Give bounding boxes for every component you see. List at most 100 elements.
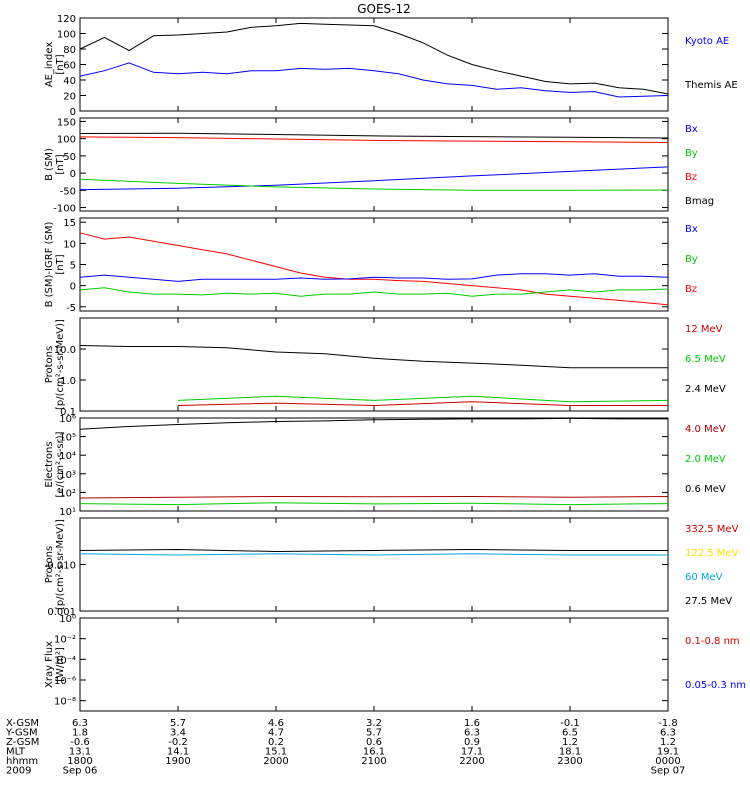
series-line-0-6-mev bbox=[79, 417, 668, 430]
ephemeris-value: 6.5 bbox=[562, 728, 578, 739]
ephemeris-value: 18.1 bbox=[559, 747, 581, 758]
y-tick-label: 15 bbox=[63, 218, 76, 229]
y-axis-label: [nT] bbox=[55, 54, 66, 74]
ephemeris-value: 2200 bbox=[459, 756, 484, 767]
ephemeris-value: 1.2 bbox=[660, 737, 676, 748]
panel-bdiff: -5 0 5 10 15 B (SM)-IGRF (SM) [nT] Bx By Bz bbox=[44, 217, 698, 314]
y-axis-label: AE_index bbox=[44, 42, 55, 88]
ephemeris-value: 1800 bbox=[67, 756, 92, 767]
y-axis-label: [e/(cm²-s-sr)] bbox=[55, 431, 66, 497]
legend-label: 0.6 MeV bbox=[685, 484, 726, 495]
legend-label: Bx bbox=[685, 224, 698, 235]
legend-label: 0.1-0.8 nm bbox=[685, 636, 740, 647]
ephemeris-value: 6.3 bbox=[660, 728, 676, 739]
y-tick-label: 120 bbox=[57, 14, 76, 25]
series-line-bx bbox=[79, 273, 669, 282]
ephemeris-row-label: Z-GSM bbox=[6, 737, 39, 748]
y-tick-label: 0 bbox=[70, 107, 76, 118]
ephemeris-value: 5.7 bbox=[366, 728, 382, 739]
y-axis-label: [p/(cm²-s-sr-MeV)] bbox=[55, 519, 66, 610]
legend-label: 27.5 MeV bbox=[685, 596, 732, 607]
y-tick-label: 0.1 bbox=[60, 407, 76, 418]
start-date-label: Sep 06 bbox=[63, 766, 98, 777]
series-line-2-0-mev bbox=[79, 502, 669, 506]
y-tick-label: 10¹ bbox=[59, 507, 76, 518]
panel-xray: 10⁻⁸ 10⁻⁶ 10⁻⁴ 10⁻² 10⁰ Xray Flux [W/m²] 0.1-0.… bbox=[44, 614, 746, 712]
panel-frame bbox=[79, 117, 669, 212]
y-tick-label: 10⁻⁶ bbox=[54, 676, 76, 687]
legend-label: By bbox=[685, 254, 698, 265]
y-tick-label: 80 bbox=[63, 45, 76, 56]
ephemeris-table: X-GSM 6.3 5.7 4.6 3.2 1.6 -0.1 -1.8 Y-GSM 1.8 3.4 4… bbox=[5, 718, 685, 777]
series-line-2-4-mev bbox=[79, 345, 668, 369]
series-line-60-mev bbox=[79, 553, 668, 556]
y-tick-label: 10⁻⁴ bbox=[54, 655, 76, 666]
y-tick-label: -100 bbox=[53, 204, 76, 215]
legend-label: 6.5 MeV bbox=[685, 354, 726, 365]
ephemeris-value: 15.1 bbox=[265, 747, 287, 758]
ephemeris-value: 1.8 bbox=[72, 728, 88, 739]
ephemeris-value: 2100 bbox=[361, 756, 386, 767]
plot-title: GOES-12 bbox=[357, 2, 411, 16]
ephemeris-value: -0.1 bbox=[560, 718, 580, 729]
legend-label: 2.0 MeV bbox=[685, 454, 726, 465]
ephemeris-value: 5.7 bbox=[170, 718, 186, 729]
panel-frame bbox=[79, 17, 669, 112]
y-axis-label: [nT] bbox=[55, 254, 66, 274]
ephemeris-row-label: X-GSM bbox=[6, 718, 39, 729]
panel-frame bbox=[79, 317, 669, 412]
y-tick-label: 10⁵ bbox=[59, 433, 76, 444]
ephemeris-value: -0.6 bbox=[70, 737, 90, 748]
ephemeris-row-label: Y-GSM bbox=[5, 728, 38, 739]
y-tick-label: 20 bbox=[63, 92, 76, 103]
year-label: 2009 bbox=[6, 766, 31, 777]
y-tick-label: 0.010 bbox=[47, 561, 76, 572]
ephemeris-row-label: hhmm bbox=[6, 756, 38, 767]
ephemeris-value: 2300 bbox=[557, 756, 582, 767]
ephemeris-value: 0.6 bbox=[366, 737, 382, 748]
y-tick-label: 100 bbox=[57, 30, 76, 41]
y-axis-label: Electrons bbox=[44, 441, 55, 487]
series-line-bmag bbox=[79, 132, 669, 139]
ephemeris-value: 6.3 bbox=[464, 728, 480, 739]
series-line-bz bbox=[79, 136, 669, 143]
panel-frame bbox=[79, 617, 669, 712]
ephemeris-value: 1900 bbox=[165, 756, 190, 767]
y-tick-label: 100 bbox=[57, 135, 76, 146]
y-axis-label: [nT] bbox=[55, 154, 66, 174]
ephemeris-row-label: MLT bbox=[6, 747, 26, 758]
series-line-by bbox=[79, 178, 669, 191]
panel-electrons: 10¹ 10² 10³ 10⁴ 10⁵ 10⁶ Electrons [e/(cm²-s-sr)… bbox=[44, 414, 726, 518]
y-tick-label: 5 bbox=[70, 261, 76, 272]
series-line-6-5-mev bbox=[177, 395, 669, 403]
legend-label: 12 MeV bbox=[685, 324, 723, 335]
ephemeris-value: 4.6 bbox=[268, 718, 284, 729]
y-tick-label: 0 bbox=[70, 282, 76, 293]
y-tick-label: 10² bbox=[59, 488, 76, 499]
ephemeris-value: 19.1 bbox=[657, 747, 679, 758]
y-tick-label: 50 bbox=[63, 152, 76, 163]
ephemeris-value: 17.1 bbox=[461, 747, 483, 758]
y-tick-label: 10.0 bbox=[54, 345, 76, 356]
y-axis-label: Xray Flux bbox=[44, 641, 55, 688]
legend-label: 332.5 MeV bbox=[685, 524, 739, 535]
y-tick-label: 60 bbox=[63, 61, 76, 72]
legend-label: 2.4 MeV bbox=[685, 384, 726, 395]
y-tick-label: -50 bbox=[60, 186, 76, 197]
series-line-kyoto-ae bbox=[79, 62, 669, 98]
ephemeris-value: 4.7 bbox=[268, 728, 284, 739]
y-axis-label: Protons bbox=[44, 346, 55, 383]
ephemeris-value: 3.4 bbox=[170, 728, 186, 739]
series-line-bx bbox=[79, 166, 669, 191]
ephemeris-value: 16.1 bbox=[363, 747, 385, 758]
legend-label: Bx bbox=[685, 124, 698, 135]
y-tick-label: 10 bbox=[63, 239, 76, 250]
y-tick-label: -5 bbox=[66, 303, 76, 314]
y-axis-label: [W/m²] bbox=[55, 647, 66, 682]
legend-label: Kyoto AE bbox=[685, 36, 729, 47]
ephemeris-value: 0000 bbox=[655, 756, 680, 767]
